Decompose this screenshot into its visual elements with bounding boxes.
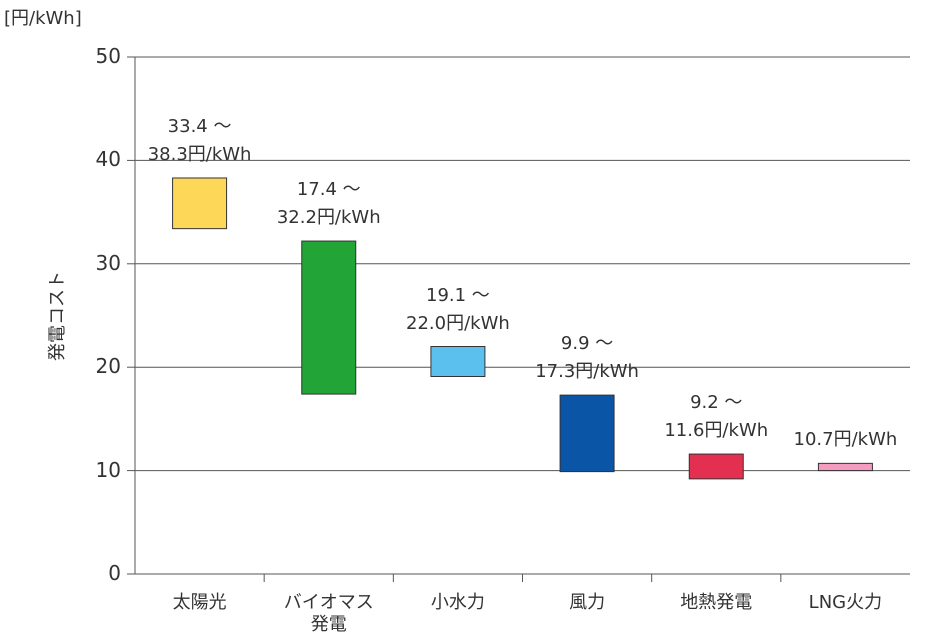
- x-tick-label: 小水力: [430, 592, 485, 613]
- y-tick-label: 30: [95, 250, 121, 275]
- value-label: 11.6円/kWh: [664, 420, 769, 442]
- x-tick-label: バイオマス 発電: [283, 592, 374, 635]
- x-tick-label: 太陽光: [172, 592, 227, 613]
- bar: [172, 177, 228, 230]
- bar: [688, 453, 744, 480]
- value-label: 38.3円/kWh: [147, 143, 252, 165]
- y-axis-label: 発電コスト: [47, 271, 68, 361]
- value-label: 22.0円/kWh: [406, 312, 510, 334]
- y-tick-label: 40: [95, 147, 121, 172]
- value-label: 9.2 ～: [690, 392, 743, 414]
- value-label: 9.9 ～: [560, 333, 614, 355]
- x-tick-label: LNG火力: [808, 592, 883, 613]
- y-tick-label: 10: [95, 457, 121, 482]
- unit-label: [円/kWh]: [4, 8, 82, 29]
- bar: [559, 394, 615, 473]
- value-label: 33.4 ～: [167, 115, 232, 137]
- value-label: 17.3円/kWh: [535, 361, 639, 383]
- y-tick-label: 50: [95, 44, 121, 68]
- value-label: 19.1 ～: [426, 284, 490, 306]
- bar: [301, 240, 357, 395]
- value-label: 10.7円/kWh: [793, 429, 898, 451]
- x-tick-label: 地熱発電: [680, 592, 753, 613]
- bar: [430, 346, 486, 378]
- x-tick-label: 風力: [569, 592, 606, 613]
- y-tick-label: 0: [108, 561, 121, 585]
- y-tick-label: 20: [95, 354, 121, 379]
- value-label: 17.4 ～: [296, 179, 361, 201]
- value-label: 32.2円/kWh: [276, 207, 381, 229]
- bar: [817, 462, 873, 472]
